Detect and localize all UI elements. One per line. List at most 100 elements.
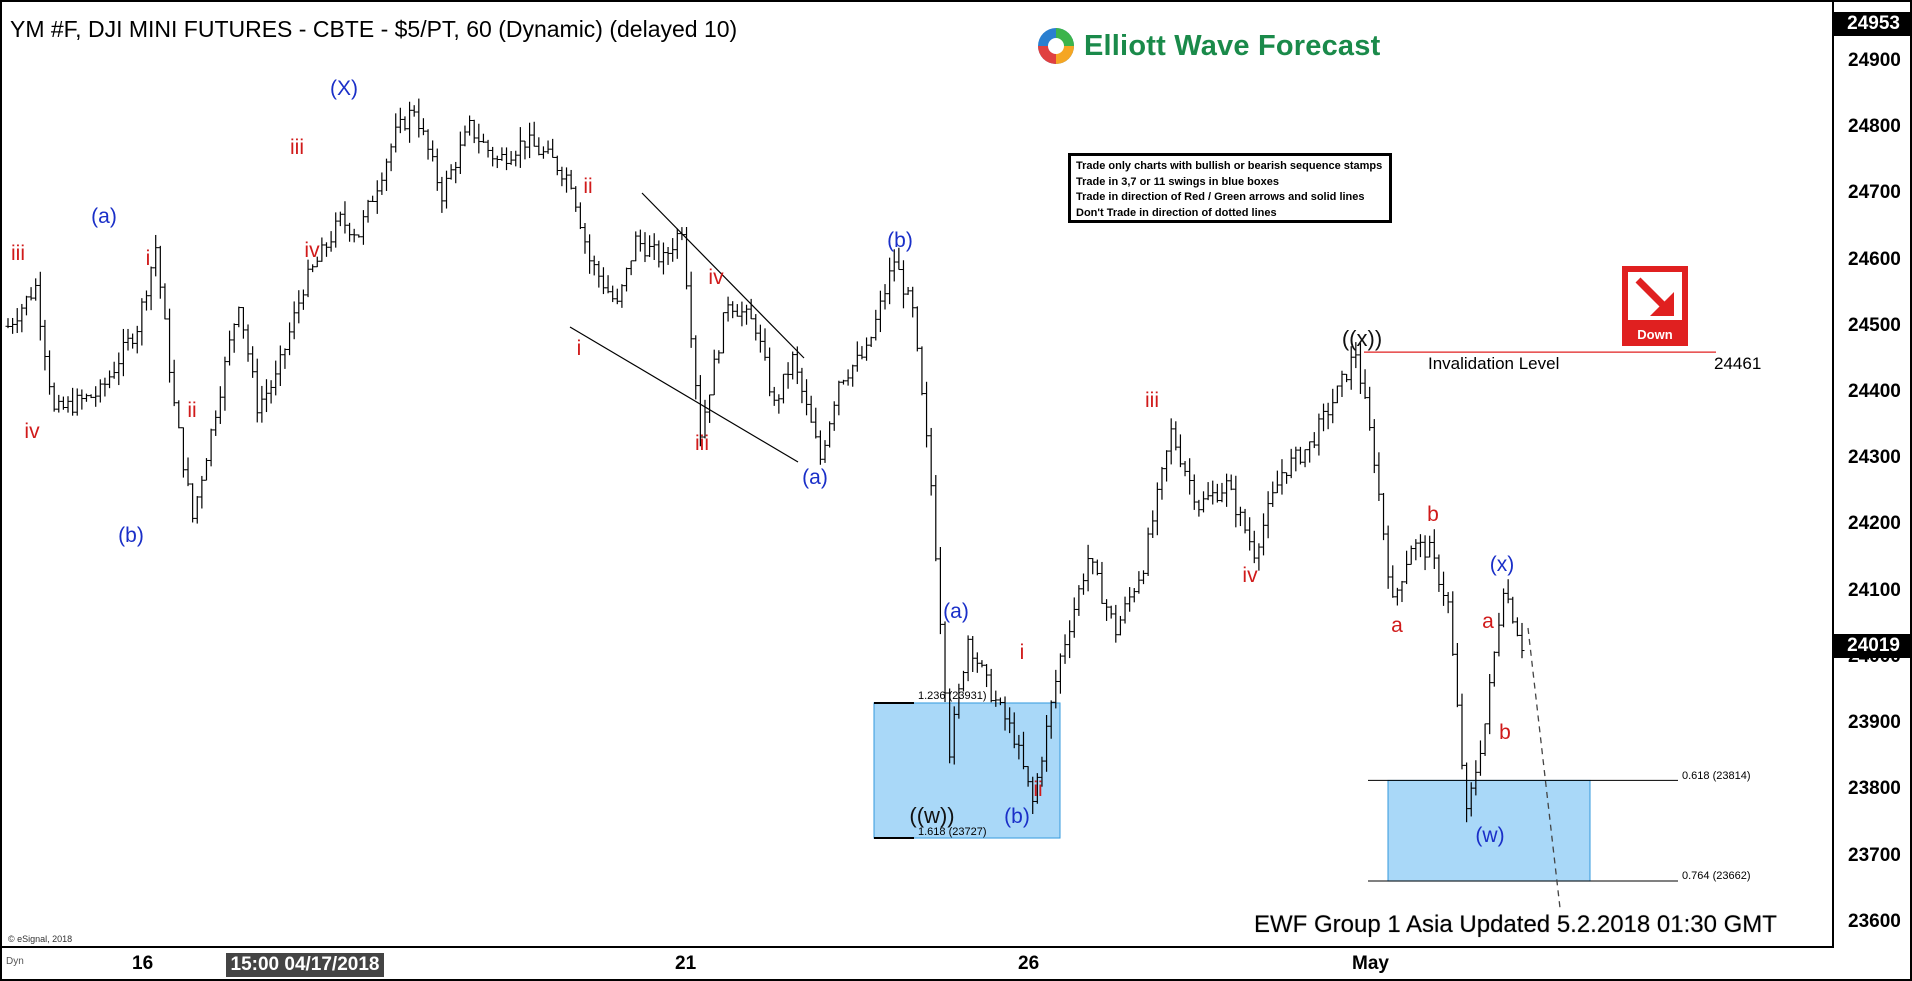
ohlc-bar: [1214, 483, 1220, 503]
ohlc-bar: [748, 298, 754, 320]
ohlc-bar: [1339, 370, 1345, 398]
ohlc-bar: [139, 298, 145, 346]
ohlc-bar: [420, 118, 426, 136]
ohlc-bar: [831, 401, 837, 431]
ohlc-bar: [804, 379, 810, 416]
ohlc-bar: [1325, 402, 1331, 430]
ohlc-bar: [716, 350, 722, 364]
ohlc-bar: [1168, 418, 1174, 465]
wave-label: (w): [1475, 824, 1505, 847]
ohlc-bar: [19, 303, 25, 333]
ohlc-bar: [476, 123, 482, 154]
wave-label: iv: [1242, 564, 1258, 587]
ohlc-bar: [47, 350, 53, 395]
ohlc-bar: [310, 264, 316, 273]
ohlc-bar: [1034, 773, 1040, 804]
ohlc-bar: [490, 146, 496, 167]
ohlc-bar: [494, 155, 500, 169]
ohlc-bar: [744, 304, 750, 325]
ohlc-bar: [93, 386, 99, 407]
ohlc-bar: [647, 235, 653, 258]
ohlc-bar: [351, 228, 357, 243]
ohlc-bar: [1108, 605, 1114, 619]
ohlc-bar: [637, 229, 643, 252]
wave-label: (b): [887, 229, 913, 252]
ohlc-bar: [970, 636, 976, 672]
ohlc-bar: [1224, 473, 1230, 507]
ohlc-bar: [1011, 712, 1017, 749]
logo-text: Elliott Wave Forecast: [1084, 29, 1381, 62]
wave-label: (x): [1489, 553, 1515, 576]
ohlc-bar: [799, 367, 805, 404]
ohlc-bar: [471, 119, 477, 144]
ohlc-bar: [51, 382, 57, 412]
ohlc-bar: [1367, 386, 1373, 431]
ohlc-bar: [697, 375, 703, 447]
ohlc-bar: [65, 396, 71, 413]
top-price-marker: 24953: [1832, 12, 1910, 36]
logo-icon: [1038, 28, 1074, 64]
ohlc-bar: [245, 324, 251, 362]
ohlc-bar: [1321, 403, 1327, 432]
ohlc-bar: [887, 257, 893, 305]
ohlc-bar: [1080, 573, 1086, 595]
ohlc-bar: [319, 237, 325, 262]
wave-label: iv: [708, 266, 724, 289]
plot-area: [0, 0, 1834, 948]
ohlc-bar: [1362, 369, 1368, 399]
ohlc-bar: [1071, 597, 1077, 638]
ohlc-bar: [993, 690, 999, 707]
ohlc-bar: [1048, 700, 1054, 739]
wave-label: ((w)): [909, 803, 955, 828]
ohlc-bar: [780, 373, 786, 404]
wave-label: iv: [24, 420, 40, 443]
ohlc-bar: [734, 304, 740, 317]
ohlc-bar: [850, 364, 856, 387]
ohlc-bar: [42, 319, 48, 371]
ohlc-bar: [143, 290, 149, 311]
ohlc-bar: [457, 131, 463, 174]
ohlc-bar: [314, 256, 320, 268]
ohlc-bar: [757, 324, 763, 353]
ohlc-bar: [1210, 480, 1216, 505]
ohlc-bar: [10, 317, 16, 334]
ohlc-bar: [1491, 651, 1497, 687]
ohlc-bar: [97, 379, 103, 403]
ohlc-bar: [296, 290, 302, 324]
x-tick: 26: [1018, 953, 1040, 974]
wave-label: (b): [118, 524, 144, 547]
down-badge-label: Down: [1637, 327, 1673, 342]
fib-right-0764: 0.764 (23662): [1682, 870, 1751, 882]
ohlc-bar: [817, 430, 823, 465]
ohlc-bar: [407, 101, 413, 143]
ohlc-bar: [545, 140, 551, 154]
y-tick: 23700: [1848, 845, 1901, 866]
wave-label: i: [576, 337, 582, 360]
ohlc-bar: [485, 139, 491, 158]
y-tick: 24800: [1848, 116, 1901, 137]
ohlc-bar: [504, 147, 510, 171]
ohlc-bar: [462, 125, 468, 147]
ohlc-bar: [568, 169, 574, 190]
ohlc-bar: [217, 386, 223, 424]
ohlc-bar: [933, 475, 939, 562]
ohlc-bar: [527, 122, 533, 159]
ohlc-bar: [208, 428, 214, 467]
ohlc-bar: [739, 301, 745, 327]
ohlc-bar: [5, 318, 11, 329]
ohlc-bar: [1196, 499, 1202, 517]
dyn-label: Dyn: [6, 956, 24, 967]
ohlc-bar: [1357, 343, 1363, 394]
ohlc-bar: [1408, 545, 1414, 565]
ohlc-bar: [227, 330, 233, 366]
wave-label: iii: [695, 432, 709, 455]
ohlc-bar: [1459, 693, 1465, 770]
ohlc-bar: [1020, 731, 1026, 770]
ohlc-bar: [924, 381, 930, 448]
ohlc-bar: [1316, 413, 1322, 456]
ohlc-bar: [997, 697, 1003, 706]
wave-label: a: [1391, 614, 1403, 637]
ohlc-bar: [725, 296, 731, 322]
